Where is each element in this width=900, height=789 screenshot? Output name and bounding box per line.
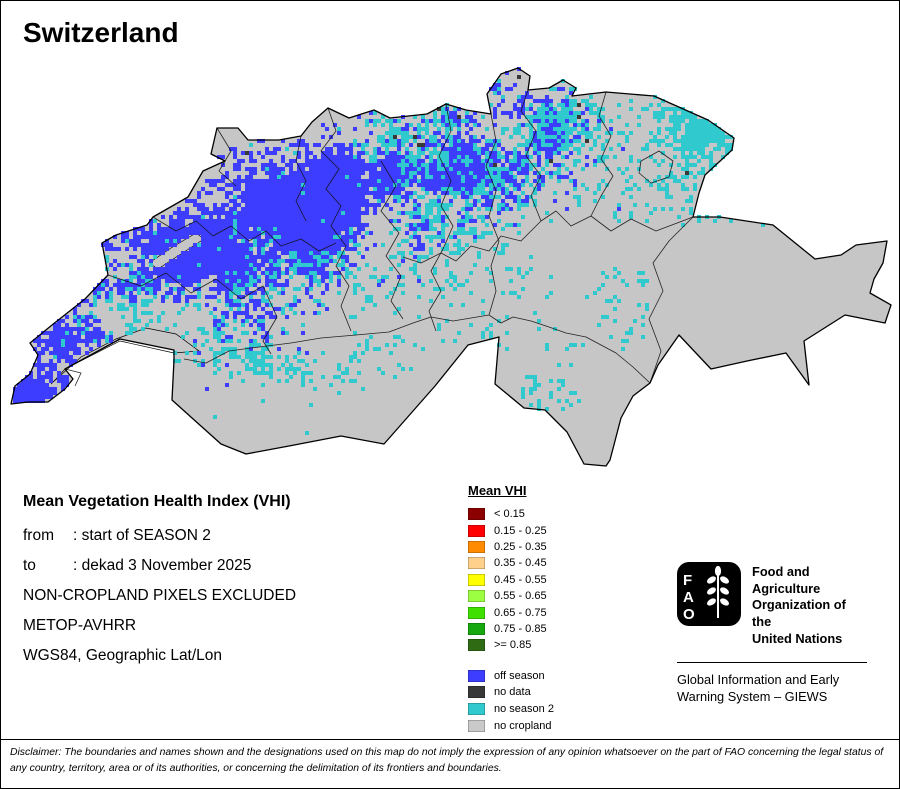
info-line-projection: WGS84, Geographic Lat/Lon bbox=[23, 647, 223, 664]
legend-swatch bbox=[468, 606, 485, 619]
legend-label: off season bbox=[494, 669, 545, 682]
legend-label: 0.15 - 0.25 bbox=[494, 524, 547, 537]
legend-swatch bbox=[468, 540, 485, 553]
legend-row: no cropland bbox=[468, 717, 554, 734]
legend-row: 0.65 - 0.75 bbox=[468, 604, 554, 620]
legend-vhi-classes: < 0.15 0.15 - 0.25 0.25 - 0.35 0.35 - 0.45 0… bbox=[468, 506, 554, 654]
legend-label: no data bbox=[494, 686, 531, 699]
fao-org-line: Organization of the bbox=[752, 597, 846, 629]
giews-line: Global Information and Early bbox=[677, 672, 840, 688]
legend-row: 0.15 - 0.25 bbox=[468, 522, 554, 538]
fao-logo-letter-o: O bbox=[683, 606, 695, 623]
map-info-block: Mean Vegetation Health Index (VHI) from:… bbox=[23, 493, 296, 671]
legend-row: 0.45 - 0.55 bbox=[468, 572, 554, 588]
country-boundary bbox=[10, 67, 892, 467]
legend-label: 0.45 - 0.55 bbox=[494, 573, 547, 586]
info-from-value: : start of SEASON 2 bbox=[73, 527, 211, 544]
legend-label: 0.75 - 0.85 bbox=[494, 622, 547, 635]
legend-label: 0.35 - 0.45 bbox=[494, 557, 547, 570]
legend-swatch bbox=[468, 590, 485, 603]
fao-logo: F A O bbox=[677, 562, 741, 626]
legend-swatch bbox=[468, 557, 485, 570]
legend-title: Mean VHI bbox=[468, 483, 527, 498]
legend-label: >= 0.85 bbox=[494, 639, 532, 652]
legend-row: 0.55 - 0.65 bbox=[468, 588, 554, 604]
fao-divider bbox=[677, 662, 867, 664]
page-title: Switzerland bbox=[23, 17, 179, 48]
legend-season-categories: off season no data no season 2 no cropland bbox=[468, 668, 554, 734]
legend-label: < 0.15 bbox=[494, 508, 525, 521]
legend-row: no data bbox=[468, 684, 554, 701]
legend-swatch bbox=[468, 573, 485, 586]
switzerland-vhi-map bbox=[10, 67, 892, 467]
legend-swatch bbox=[468, 508, 485, 521]
info-to-value: : dekad 3 November 2025 bbox=[73, 557, 252, 574]
fao-org-line: United Nations bbox=[752, 630, 843, 646]
fao-row: F A O Food and Agricult bbox=[677, 562, 867, 647]
info-heading: Mean Vegetation Health Index (VHI) bbox=[23, 493, 291, 510]
disclaimer-text: Disclaimer: The boundaries and names sho… bbox=[1, 739, 899, 776]
canton-boundaries bbox=[64, 89, 694, 387]
giews-line: Warning System – GIEWS bbox=[677, 689, 828, 705]
fao-logo-letter-f: F bbox=[683, 572, 692, 589]
fao-block: F A O Food and Agricult bbox=[677, 562, 867, 706]
legend-row: off season bbox=[468, 668, 554, 685]
legend-row: 0.25 - 0.35 bbox=[468, 539, 554, 555]
legend-label: no cropland bbox=[494, 719, 552, 732]
info-line-noncropland: NON-CROPLAND PIXELS EXCLUDED bbox=[23, 587, 297, 604]
fao-org-name: Food and Agriculture Organization of the… bbox=[752, 562, 867, 647]
fao-org-line: Food and Agriculture bbox=[752, 564, 821, 596]
legend-row: >= 0.85 bbox=[468, 637, 554, 653]
legend-swatch bbox=[468, 669, 485, 682]
legend-swatch bbox=[468, 639, 485, 652]
info-to-label: to bbox=[23, 557, 36, 574]
vhi-pixels bbox=[13, 67, 765, 435]
legend-row: 0.35 - 0.45 bbox=[468, 555, 554, 571]
legend-swatch bbox=[468, 703, 485, 715]
legend-row: no season 2 bbox=[468, 701, 554, 718]
legend-label: no season 2 bbox=[494, 703, 554, 715]
info-row-from: from : start of SEASON 2 bbox=[23, 521, 296, 551]
legend-swatch bbox=[468, 622, 485, 635]
legend-row: 0.75 - 0.85 bbox=[468, 621, 554, 637]
wheat-icon bbox=[707, 565, 729, 618]
giews-name: Global Information and Early Warning Sys… bbox=[677, 672, 867, 706]
fao-logo-letter-a: A bbox=[683, 589, 694, 606]
legend-swatch bbox=[468, 719, 485, 732]
legend-swatch bbox=[468, 524, 485, 537]
legend-swatch bbox=[468, 686, 485, 699]
legend-label: 0.55 - 0.65 bbox=[494, 590, 547, 603]
fao-emblem-icon: F A O bbox=[683, 565, 729, 623]
legend-label: 0.25 - 0.35 bbox=[494, 540, 547, 553]
legend-row: < 0.15 bbox=[468, 506, 554, 522]
map-legend: Mean VHI < 0.15 0.15 - 0.25 0.25 - 0.35 0.3… bbox=[468, 483, 554, 734]
info-row-to: to : dekad 3 November 2025 bbox=[23, 551, 296, 581]
info-line-sensor: METOP-AVHRR bbox=[23, 617, 137, 634]
legend-label: 0.65 - 0.75 bbox=[494, 606, 547, 619]
info-from-label: from bbox=[23, 527, 54, 544]
